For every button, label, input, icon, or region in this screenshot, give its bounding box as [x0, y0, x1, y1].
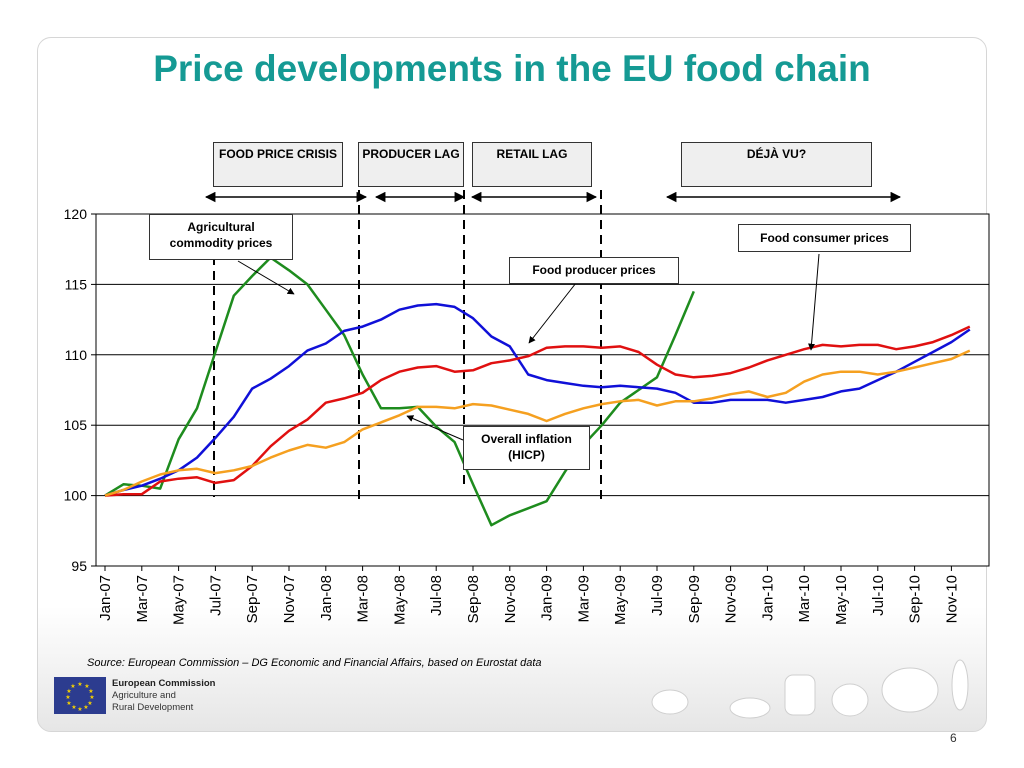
x-tick-label: May-07 [171, 575, 188, 625]
callout-agri: Agricultural commodity prices [149, 214, 293, 260]
slide-title: Price developments in the EU food chain [153, 48, 871, 89]
callout-arrow-producer [528, 282, 577, 344]
phase-deja-vu: DÉJÀ VU? [681, 142, 872, 187]
svg-text:★: ★ [88, 688, 93, 695]
x-tick-label: Jul-07 [207, 575, 224, 616]
x-tick-label: Nov-09 [723, 575, 740, 623]
callout-hicp: Overall inflation (HICP) [463, 426, 590, 470]
y-tick-label: 120 [64, 206, 88, 222]
svg-text:★: ★ [70, 683, 75, 690]
callout-arrow-hicp [406, 415, 464, 441]
svg-text:★: ★ [77, 681, 82, 688]
x-tick-label: May-10 [833, 575, 850, 625]
ec-dg-line1: Agriculture and [112, 690, 176, 701]
callout-consumer: Food consumer prices [738, 224, 911, 252]
x-tick-label: Sep-07 [244, 575, 261, 623]
x-tick-label: Nov-07 [281, 575, 298, 623]
farm-animals-illustration [651, 659, 969, 719]
series-line-consumer [104, 325, 971, 497]
svg-text:★: ★ [66, 688, 71, 695]
phase-retail-lag: RETAIL LAG [472, 142, 592, 187]
series-line-agri [104, 256, 695, 527]
svg-text:★: ★ [66, 700, 71, 707]
series-line-hicp [104, 349, 971, 497]
ec-name: European Commission [112, 678, 216, 689]
x-tick-label: May-09 [612, 575, 629, 625]
page-number: 6 [950, 731, 957, 745]
x-tick-label: Mar-10 [796, 575, 813, 623]
svg-text:★: ★ [89, 694, 94, 701]
ec-dg-line2: Rural Development [112, 702, 194, 713]
svg-text:★: ★ [71, 704, 76, 711]
x-tick-label: Mar-08 [355, 575, 372, 623]
y-tick-label: 100 [64, 488, 88, 504]
x-tick-label: Nov-08 [502, 575, 519, 623]
x-tick-label: Mar-07 [134, 575, 151, 623]
x-tick-label: May-08 [391, 575, 408, 625]
x-tick-label: Mar-09 [575, 575, 592, 623]
x-tick-label: Jan-07 [97, 575, 114, 621]
x-tick-label: Sep-09 [686, 575, 703, 623]
y-tick-label: 105 [64, 417, 88, 433]
ec-logo-text: European Commission Agriculture and Rura… [112, 678, 215, 714]
x-tick-label: Jul-09 [649, 575, 666, 616]
y-tick-label: 95 [71, 558, 87, 574]
x-tick-label: Jan-08 [318, 575, 335, 621]
x-tick-label: Sep-08 [465, 575, 482, 623]
x-tick-label: Jul-10 [870, 575, 887, 616]
svg-text:★: ★ [84, 683, 89, 690]
svg-text:★: ★ [83, 704, 88, 711]
callout-producer: Food producer prices [509, 257, 679, 284]
x-tick-label: Jan-09 [539, 575, 556, 621]
x-tick-label: Nov-10 [943, 575, 960, 623]
phase-producer-lag: PRODUCER LAG [358, 142, 464, 187]
phase-food-price-crisis: FOOD PRICE CRISIS [213, 142, 343, 187]
svg-text:★: ★ [65, 694, 70, 701]
x-tick-label: Sep-10 [907, 575, 924, 623]
y-tick-label: 110 [65, 347, 88, 363]
source-note: Source: European Commission – DG Economi… [87, 657, 542, 669]
svg-text:★: ★ [87, 700, 92, 707]
svg-text:★: ★ [77, 706, 82, 713]
eu-stars-icon: ★ ★★ ★★★ ★★★ ★★★ [65, 681, 94, 713]
y-tick-label: 115 [65, 276, 88, 292]
callout-arrow-agri [237, 260, 295, 295]
x-tick-label: Jan-10 [759, 575, 776, 621]
eu-flag-logo: ★ ★ ★ ★ ★ ★ ★ ★ ★ ★ ★ ★ [54, 677, 106, 714]
callout-arrow-consumer [808, 253, 820, 351]
series-line-producer [104, 302, 971, 497]
x-tick-label: Jul-08 [428, 575, 445, 616]
